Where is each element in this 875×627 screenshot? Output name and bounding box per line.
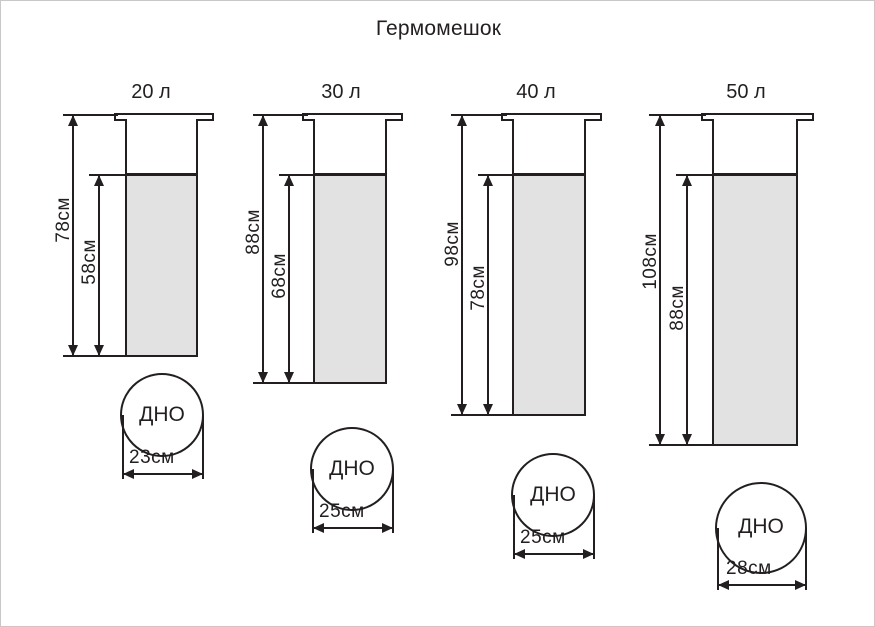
diam-ext-left-40l [513,495,515,559]
arrow-down-fill-40l [483,404,493,415]
ext-line-fill-40l [478,174,516,176]
ext-line-top-40l [451,114,507,116]
bag-upper-40l [512,119,586,175]
arrow-up-total-50l [655,115,665,126]
arrow-left-diam-50l [718,580,729,590]
ext-line-fill-50l [676,174,716,176]
ext-line-bottom-40l [451,414,516,416]
bottom-circle-label-50l: ДНО [738,515,784,538]
dim-text-fill-30l: 68см [269,253,290,299]
arrow-down-fill-20l [94,345,104,356]
bag-fill-20l [125,174,198,357]
dim-text-total-20l: 78см [53,197,74,243]
arrow-down-total-40l [457,404,467,415]
ext-line-top-20l [63,114,118,116]
dim-line-total-20l [72,115,74,356]
arrow-up-total-20l [68,115,78,126]
dim-text-total-30l: 88см [243,209,264,255]
page-title: Гермомешок [375,17,502,40]
ext-line-top-30l [253,114,308,116]
bottom-circle-40l: ДНО [511,453,595,537]
volume-label-20l: 20 л [131,81,171,103]
bag-upper-20l [125,119,198,175]
diam-ext-left-30l [312,469,314,533]
diam-text-50l: 28см [726,558,772,579]
bottom-circle-label-40l: ДНО [530,483,576,506]
bag-upper-50l [712,119,798,175]
diam-ext-left-50l [717,528,719,590]
dim-line-fill-30l [288,175,290,383]
bag-fill-50l [712,174,798,446]
dim-text-fill-40l: 78см [468,265,489,311]
bag-upper-30l [313,119,387,175]
dim-line-total-40l [461,115,463,415]
ext-line-bottom-50l [649,444,716,446]
arrow-down-fill-30l [284,372,294,383]
diam-text-20l: 23см [129,447,175,468]
bag-fill-30l [313,174,387,384]
arrow-down-fill-50l [682,434,692,445]
arrow-right-diam-20l [192,469,203,479]
diam-line-30l [313,527,393,529]
volume-label-30l: 30 л [321,81,361,103]
dim-text-fill-50l: 88см [667,285,688,331]
diam-ext-left-20l [122,415,124,479]
arrow-down-total-20l [68,345,78,356]
bottom-circle-20l: ДНО [120,373,204,457]
arrow-right-diam-50l [795,580,806,590]
diam-ext-right-40l [593,495,595,559]
arrow-left-diam-30l [313,523,324,533]
arrow-up-total-40l [457,115,467,126]
diam-text-30l: 25см [319,501,365,522]
diam-ext-right-30l [392,469,394,533]
diam-ext-right-50l [805,528,807,590]
arrow-left-diam-40l [514,549,525,559]
diam-ext-right-20l [202,415,204,479]
volume-label-50l: 50 л [726,81,766,103]
dim-line-total-30l [262,115,264,383]
arrow-down-total-50l [655,434,665,445]
arrow-right-diam-30l [382,523,393,533]
dim-line-fill-20l [98,175,100,356]
arrow-right-diam-40l [583,549,594,559]
arrow-up-total-30l [258,115,268,126]
bottom-circle-label-20l: ДНО [139,403,185,426]
ext-line-fill-20l [89,174,127,176]
dim-line-fill-40l [487,175,489,415]
bottom-circle-30l: ДНО [310,427,394,511]
arrow-down-total-30l [258,372,268,383]
bottom-circle-50l: ДНО [715,482,807,574]
diam-line-40l [514,553,594,555]
diam-line-50l [718,584,806,586]
arrow-up-fill-40l [483,175,493,186]
dim-text-total-50l: 108см [640,233,661,290]
arrow-up-fill-30l [284,175,294,186]
bottom-circle-label-30l: ДНО [329,457,375,480]
diam-text-40l: 25см [520,527,566,548]
diam-line-20l [123,473,203,475]
arrow-up-fill-50l [682,175,692,186]
ext-line-bottom-30l [253,382,317,384]
dim-line-total-50l [659,115,661,445]
dim-text-fill-20l: 58см [79,239,100,285]
bag-fill-40l [512,174,586,416]
ext-line-bottom-20l [63,355,127,357]
arrow-left-diam-20l [123,469,134,479]
ext-line-top-50l [649,114,706,116]
arrow-up-fill-20l [94,175,104,186]
ext-line-fill-30l [279,174,317,176]
dim-text-total-40l: 98см [442,221,463,267]
dim-line-fill-50l [686,175,688,445]
volume-label-40l: 40 л [516,81,556,103]
